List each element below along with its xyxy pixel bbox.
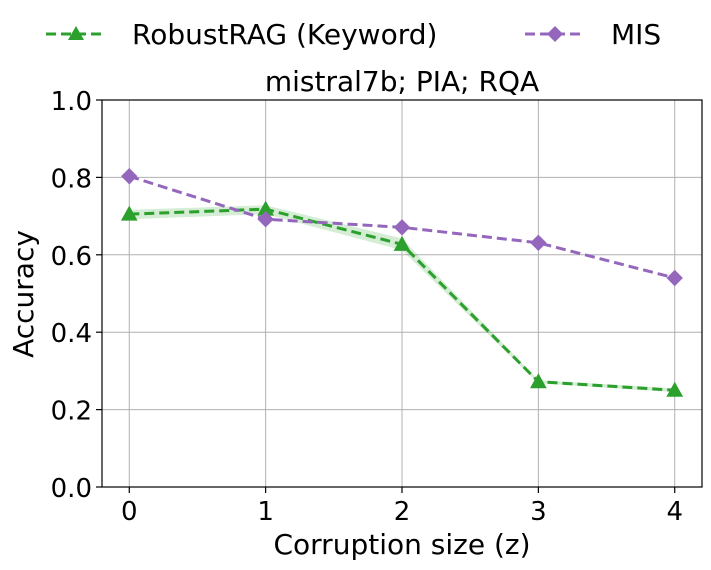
legend-item-robustrag: RobustRAG (Keyword) bbox=[46, 18, 437, 51]
data-point-mis bbox=[257, 210, 274, 228]
y-tick-label: 0.2 bbox=[51, 397, 92, 427]
x-tick-label: 3 bbox=[530, 497, 547, 527]
x-tick-label: 4 bbox=[666, 497, 683, 527]
legend-marker-robustrag bbox=[68, 26, 84, 40]
data-point-mis bbox=[393, 219, 411, 236]
legend: RobustRAG (Keyword) MIS bbox=[46, 18, 661, 51]
series-layer bbox=[120, 168, 684, 397]
y-tick-label: 0.0 bbox=[51, 474, 92, 504]
y-tick-label: 0.8 bbox=[51, 164, 92, 194]
y-tick-label: 0.6 bbox=[51, 242, 92, 272]
x-ticks: 0 1 2 3 4 bbox=[121, 487, 683, 527]
grid bbox=[102, 99, 702, 488]
data-point-mis bbox=[121, 168, 138, 185]
y-axis-label: Accuracy bbox=[7, 230, 40, 358]
y-tick-label: 1.0 bbox=[51, 87, 92, 117]
x-tick-label: 2 bbox=[394, 497, 411, 527]
chart-title: mistral7b; PIA; RQA bbox=[265, 65, 539, 98]
y-ticks: 0.0 0.2 0.4 0.6 0.8 1.0 bbox=[51, 87, 102, 504]
data-point-mis bbox=[530, 234, 547, 252]
y-tick-label: 0.4 bbox=[51, 319, 92, 349]
x-tick-label: 1 bbox=[257, 497, 274, 527]
x-axis-label: Corruption size (z) bbox=[273, 528, 530, 561]
legend-marker-mis bbox=[547, 26, 563, 42]
data-point-robustrag bbox=[393, 235, 411, 251]
legend-item-mis: MIS bbox=[525, 18, 661, 51]
legend-label-mis: MIS bbox=[611, 18, 661, 51]
data-point-robustrag bbox=[666, 381, 684, 397]
data-point-robustrag bbox=[120, 205, 138, 221]
data-point-robustrag bbox=[530, 373, 547, 389]
legend-label-robustrag: RobustRAG (Keyword) bbox=[132, 18, 437, 51]
x-tick-label: 0 bbox=[121, 497, 138, 527]
data-point-mis bbox=[666, 269, 683, 287]
